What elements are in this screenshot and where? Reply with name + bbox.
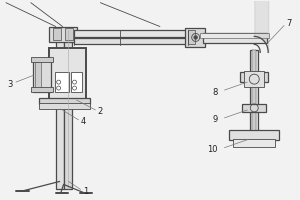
Bar xyxy=(64,30,71,189)
Bar xyxy=(35,62,41,90)
Text: 7: 7 xyxy=(286,19,291,28)
Circle shape xyxy=(194,36,197,39)
Text: 8: 8 xyxy=(212,88,218,97)
Bar xyxy=(250,50,258,140)
Bar xyxy=(31,87,53,92)
Bar xyxy=(55,72,69,92)
Bar xyxy=(185,28,205,47)
Text: 9: 9 xyxy=(212,115,217,124)
Bar xyxy=(53,28,61,40)
Text: 1: 1 xyxy=(83,187,89,196)
Text: 3: 3 xyxy=(8,80,13,89)
Bar xyxy=(252,50,256,140)
Text: 10: 10 xyxy=(207,145,217,154)
Bar xyxy=(49,27,76,42)
Bar xyxy=(31,57,53,62)
Bar xyxy=(70,72,83,92)
Bar xyxy=(244,71,264,87)
Bar xyxy=(33,60,51,92)
Bar xyxy=(240,72,268,82)
Bar xyxy=(242,104,266,112)
Bar xyxy=(49,48,86,100)
Bar xyxy=(64,28,73,40)
Bar xyxy=(39,103,90,109)
Text: 2: 2 xyxy=(98,107,103,116)
Bar xyxy=(188,30,195,44)
Bar xyxy=(233,139,275,147)
Bar xyxy=(230,130,279,140)
Bar xyxy=(200,33,269,38)
Text: 4: 4 xyxy=(80,117,86,126)
Bar xyxy=(74,38,188,44)
Bar xyxy=(56,30,64,189)
Bar xyxy=(39,98,90,104)
Bar xyxy=(74,30,188,37)
Bar xyxy=(202,33,267,43)
